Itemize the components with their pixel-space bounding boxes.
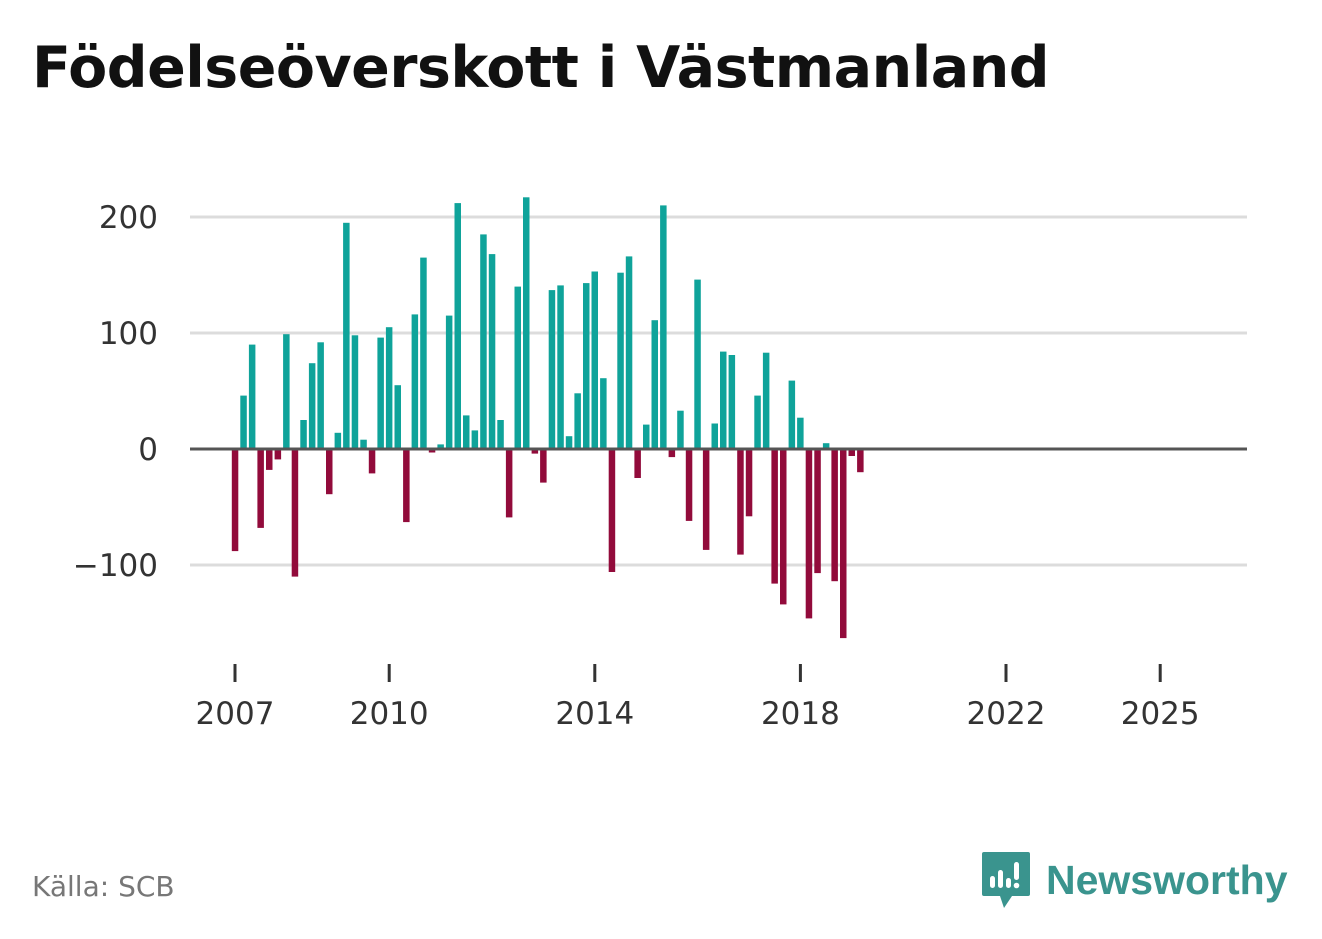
bar xyxy=(463,415,470,449)
y-tick-label: 100 xyxy=(99,316,158,352)
bar xyxy=(454,203,461,449)
bar xyxy=(334,432,342,449)
bar xyxy=(248,344,256,449)
bar xyxy=(677,410,684,449)
bar xyxy=(694,279,701,449)
bar xyxy=(326,449,333,495)
bar xyxy=(445,315,453,449)
bar xyxy=(762,352,770,449)
bar xyxy=(360,439,367,449)
source-label: Källa: SCB xyxy=(32,870,175,903)
bar xyxy=(480,234,487,449)
bar-chart: 200 100 0 −100 2007 2010 2014 2018 2022 2025 xyxy=(73,197,1247,732)
x-tick-label: 2007 xyxy=(196,696,275,732)
bar xyxy=(497,420,504,449)
y-tick-label: 200 xyxy=(99,200,158,236)
y-tick-label: 0 xyxy=(138,432,158,468)
bar xyxy=(720,351,727,449)
x-tick-label: 2014 xyxy=(555,696,634,732)
bar xyxy=(711,423,718,449)
bar xyxy=(814,449,821,574)
grid-lines xyxy=(190,215,1247,567)
bar xyxy=(266,449,273,470)
x-tick-label: 2022 xyxy=(967,696,1046,732)
bar xyxy=(514,286,521,449)
x-tick-label: 2025 xyxy=(1121,696,1200,732)
bar xyxy=(343,222,350,449)
bar xyxy=(745,449,753,517)
bar xyxy=(797,417,804,449)
bar xyxy=(505,449,513,518)
bar xyxy=(660,205,667,449)
bar xyxy=(368,449,376,474)
bar xyxy=(394,385,401,449)
bar xyxy=(403,449,410,523)
bar xyxy=(428,449,436,453)
bars xyxy=(231,197,864,639)
bar xyxy=(617,272,624,449)
bar xyxy=(257,449,264,528)
bar xyxy=(531,449,539,454)
bar xyxy=(540,449,547,483)
bar xyxy=(565,436,573,449)
newsworthy-logo-icon xyxy=(982,852,1030,908)
bar xyxy=(857,449,864,473)
bar xyxy=(317,342,324,449)
bar xyxy=(548,290,556,449)
bar xyxy=(591,271,598,449)
bar xyxy=(840,449,847,639)
bar xyxy=(523,197,530,449)
bar xyxy=(385,327,393,449)
bar xyxy=(831,449,838,582)
bar xyxy=(583,283,590,449)
bar xyxy=(283,334,290,449)
bar xyxy=(625,256,633,449)
bar xyxy=(848,449,855,456)
bar xyxy=(634,449,641,478)
bar xyxy=(471,430,479,449)
bar xyxy=(754,395,761,449)
bar xyxy=(377,337,384,449)
x-tick-label: 2010 xyxy=(350,696,429,732)
bar xyxy=(668,449,676,458)
brand: Newsworthy xyxy=(980,850,1288,910)
bar xyxy=(771,449,778,584)
bar xyxy=(643,424,650,449)
bar xyxy=(488,254,496,449)
bar xyxy=(574,393,581,449)
bar xyxy=(728,355,736,449)
chart-title: Födelseöverskott i Västmanland xyxy=(32,35,1050,101)
bar xyxy=(274,449,282,460)
bar xyxy=(308,363,316,449)
y-tick-label: −100 xyxy=(73,548,158,584)
bar xyxy=(788,380,796,449)
bar xyxy=(420,257,427,449)
x-tick-label: 2018 xyxy=(761,696,840,732)
bar xyxy=(291,449,299,577)
bar xyxy=(351,335,359,449)
bar xyxy=(608,449,616,572)
bar xyxy=(805,449,813,619)
bar xyxy=(411,314,419,449)
bar xyxy=(231,449,239,552)
axes: 200 100 0 −100 2007 2010 2014 2018 2022 2025 xyxy=(73,200,1247,732)
bar xyxy=(557,285,564,449)
brand-name: Newsworthy xyxy=(1046,856,1288,903)
bar xyxy=(240,395,247,449)
bar xyxy=(651,320,658,449)
bar xyxy=(737,449,744,555)
bar xyxy=(300,420,307,449)
bar xyxy=(702,449,710,550)
bar xyxy=(685,449,693,521)
bar xyxy=(780,449,787,605)
bar xyxy=(822,443,830,449)
bar xyxy=(437,444,444,449)
bar xyxy=(600,378,607,449)
